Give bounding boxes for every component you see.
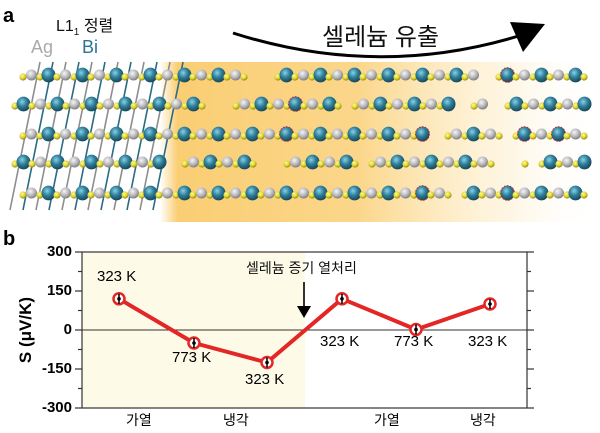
point-label: 323 K [320,333,360,350]
ag-label: Ag [31,37,54,57]
ordering-label: L11 정렬 [56,12,113,38]
atom-rows [11,67,592,201]
annotation-label: 셀레늄 증기 열처리 [246,260,357,276]
y-tick-label: -150 [41,360,72,377]
y-axis-ticks [75,251,534,409]
data-series [112,292,497,370]
point-label: 323 K [468,333,508,350]
point-label: 773 K [394,333,434,350]
bi-label: Bi [82,37,99,57]
panel-a-label: a [3,5,15,27]
y-tick-label: -300 [41,399,72,416]
ordering-label-main: L1 [56,18,74,35]
annotation-arrow [297,282,311,318]
y-tick-label: 0 [63,321,72,338]
y-tick-label: 150 [46,282,72,299]
x-group-label-3: 가열 [374,412,400,428]
point-label: 323 K [97,267,137,285]
x-group-label-4: 냉각 [470,412,496,428]
selenium-outflow-arrow [232,22,545,59]
panel-b-label: b [3,228,16,250]
y-axis-label: S (μV/K) [16,296,35,364]
y-tick-label: 300 [46,243,72,260]
crystal-lattice-illustration [9,61,600,222]
ordering-label-suffix: 정렬 [83,18,114,35]
point-label: 773 K [172,349,212,366]
x-group-label-2: 냉각 [223,412,249,428]
selenium-outflow-label: 셀레늄 유출 [322,24,440,51]
ordering-label-sub: 1 [73,27,80,39]
x-group-label-1: 가열 [126,412,152,428]
point-label: 323 K [245,370,285,388]
